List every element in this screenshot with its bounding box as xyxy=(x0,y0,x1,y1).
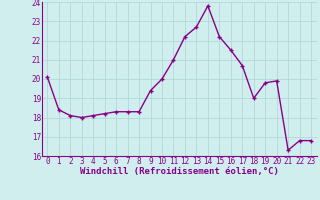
X-axis label: Windchill (Refroidissement éolien,°C): Windchill (Refroidissement éolien,°C) xyxy=(80,167,279,176)
